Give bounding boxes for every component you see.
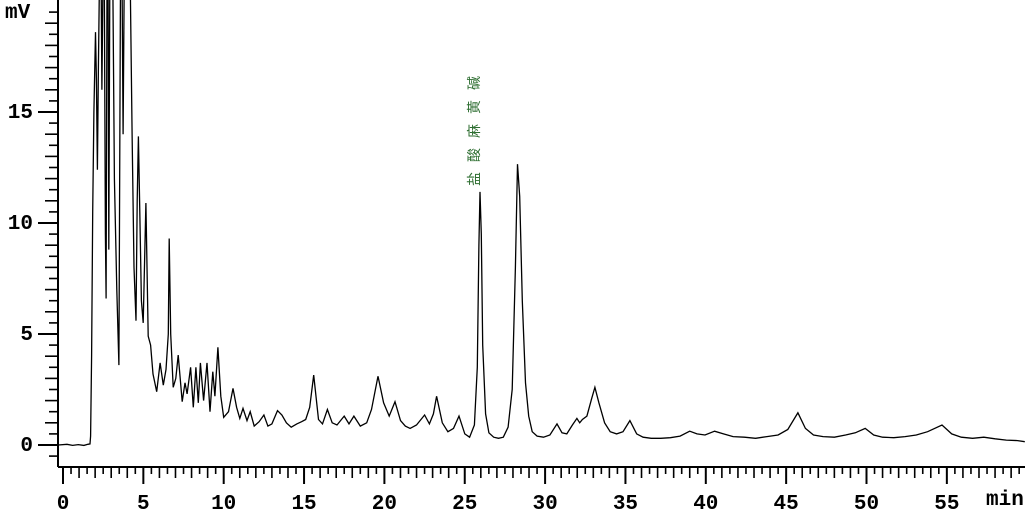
x-tick-label: 45 — [774, 493, 799, 514]
x-tick-label: 0 — [57, 493, 70, 514]
peak-annotation-ephedrine: 盐酸麻黄碱 — [466, 66, 482, 186]
y-axis-unit-label: mV — [5, 2, 31, 25]
signal-trace — [58, 0, 1025, 447]
y-tick-label: 0 — [20, 435, 33, 458]
x-tick-label: 5 — [137, 493, 150, 514]
x-tick-label: 10 — [211, 493, 236, 514]
x-tick-label: 40 — [693, 493, 718, 514]
y-tick-label: 10 — [8, 213, 33, 236]
x-tick-label: 20 — [372, 493, 397, 514]
x-tick-label: 35 — [613, 493, 638, 514]
y-tick-label: 15 — [8, 102, 33, 125]
x-axis-unit-label: min — [986, 489, 1024, 512]
x-tick-label: 15 — [291, 493, 316, 514]
y-tick-label: 5 — [20, 324, 33, 347]
x-tick-label: 30 — [532, 493, 557, 514]
x-tick-label: 50 — [854, 493, 879, 514]
x-tick-label: 55 — [934, 493, 959, 514]
x-tick-label: 25 — [452, 493, 477, 514]
